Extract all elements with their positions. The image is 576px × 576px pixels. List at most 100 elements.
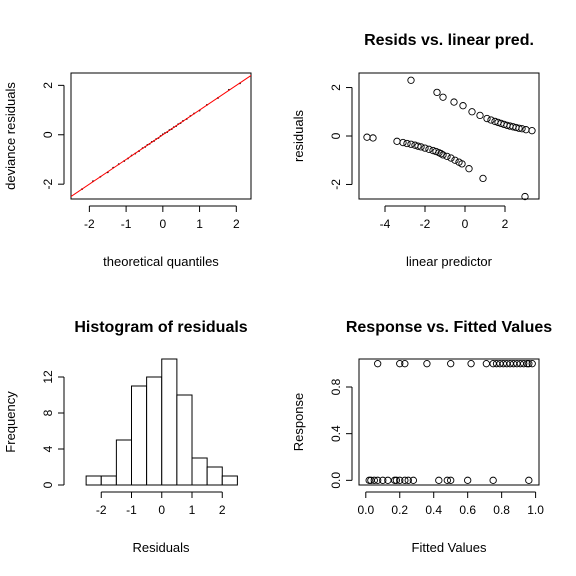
qq-x-tick-label: -1 [121,217,132,231]
resid-y-axis: -2 0 2 [329,84,353,190]
resid-x-tick-label: -2 [420,217,431,231]
resid-xlabel: linear predictor [406,254,493,269]
hist-y-tick-label: 8 [41,409,55,416]
fitted-point [443,476,451,484]
resid-x-tick-label: 0 [462,217,469,231]
resid-point [437,150,445,158]
fitted-point [396,360,404,368]
hist-bar [206,466,223,486]
resid-point [515,124,523,132]
hist-bar [115,439,133,486]
hist-bar [131,385,148,486]
fitted-point [520,360,528,368]
qq-xlabel: theoretical quantiles [103,254,219,269]
resid-point [407,76,415,84]
resid-point [393,137,401,145]
fitted-x-tick-label: 0.6 [459,503,476,517]
fitted-point [401,360,409,368]
fitted-y-tick-label: 0.8 [329,378,343,395]
fitted-y-axis: 0.0 0.4 0.8 [329,378,353,489]
hist-x-tick-label: 0 [158,503,165,517]
resid-point [369,134,377,142]
resid-x-tick-label: -4 [380,217,391,231]
qq-plot-box [70,72,252,200]
fitted-point [447,476,455,484]
resid-point [439,93,447,101]
hist-bar [221,475,238,486]
resid-point [417,143,425,151]
fitted-point [374,360,382,368]
qq-x-axis: -2 -1 0 1 2 [84,205,240,231]
fitted-marks [365,360,536,484]
resid-point [522,126,530,134]
hist-x-tick-label: -1 [126,503,137,517]
fitted-point [464,476,472,484]
hist-xlabel: Residuals [132,540,190,555]
hist-bar [100,475,117,486]
resid-point [403,139,411,148]
fitted-point [374,476,382,484]
resid-point [459,102,467,110]
hist-title: Histogram of residuals [74,319,247,336]
qq-y-tick-label: 0 [41,131,55,138]
fitted-ylabel: Response [291,393,306,452]
qq-ylabel: deviance residuals [3,82,18,190]
fitted-point [447,360,455,368]
fitted-x-tick-label: 0.4 [425,503,442,517]
resid-point [521,192,529,201]
fitted-point [489,476,497,484]
resid-point [363,133,371,141]
resid-point [487,116,495,124]
qq-x-tick-label: 2 [233,217,240,231]
fitted-point [525,476,533,484]
hist-y-tick-label: 12 [41,370,55,384]
resid-point [468,108,476,116]
qq-x-tick-label: 1 [196,217,203,231]
resid-y-tick-label: 0 [329,132,343,139]
resid-point [451,156,459,164]
fitted-title: Response vs. Fitted Values [346,319,552,336]
resid-marks [363,76,536,201]
resid-y-tick-label: 2 [329,84,343,91]
fitted-point [525,360,533,368]
fitted-point [379,476,387,484]
hist-y-tick-label: 4 [41,445,55,452]
fitted-x-axis: 0.0 0.2 0.4 0.6 0.8 1.0 [357,491,544,517]
hist-marks [85,358,238,486]
fitted-point [392,476,401,484]
fitted-point [423,360,431,368]
resid-point [421,144,429,152]
hist-ylabel: Frequency [3,391,18,453]
resid-point [528,127,536,135]
qq-y-tick-label: 2 [41,82,55,89]
resid-point [414,142,422,150]
fitted-plot-box [358,358,540,486]
fitted-panel: Response vs. Fitted Values 0.0 0.2 0.4 0.6 0… [291,319,552,555]
fitted-x-tick-label: 0.8 [493,503,510,517]
qq-x-tick-label: 0 [159,217,166,231]
fitted-y-tick-label: 0.0 [329,472,343,489]
qq-x-tick-label: -2 [84,217,95,231]
resid-point [518,125,526,133]
resid-point [447,154,455,162]
resid-point [433,88,441,97]
resid-x-axis: -4 -2 0 2 [380,205,509,231]
qq-y-axis: -2 0 2 [41,82,65,190]
resid-point [450,98,458,106]
resid-point [483,114,491,123]
resid-y-tick-label: -2 [329,179,343,190]
fitted-point [409,476,417,484]
hist-bar [176,394,193,486]
hist-bar [161,358,178,486]
fitted-point [528,360,536,368]
qq-reference-line [71,74,251,198]
fitted-x-tick-label: 1.0 [527,503,544,517]
resid-point [465,165,473,173]
fitted-point [467,360,475,368]
hist-x-tick-label: 1 [189,503,196,517]
fitted-x-tick-label: 0.2 [391,503,408,517]
hist-bar [85,475,102,486]
resid-panel: Resids vs. linear pred. -4 -2 0 2 -2 0 2 line… [291,32,540,269]
resid-point [399,138,407,147]
fitted-point [482,360,491,368]
